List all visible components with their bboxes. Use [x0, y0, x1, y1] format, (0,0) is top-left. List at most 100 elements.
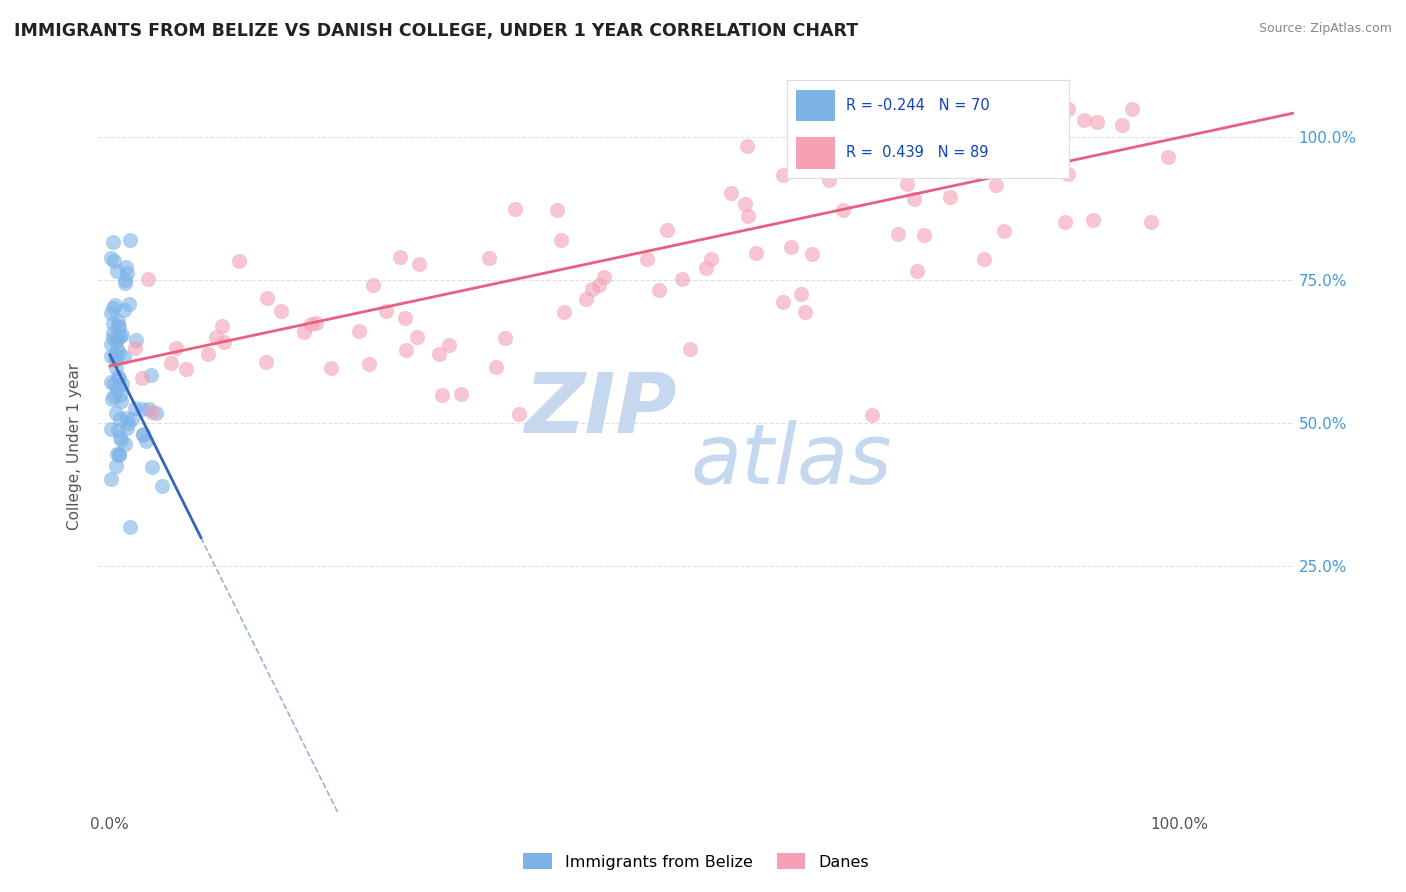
- Point: [408, 257, 430, 271]
- Point: [138, 402, 160, 417]
- Point: [120, 520, 142, 534]
- Point: [107, 313, 129, 327]
- Point: [903, 192, 925, 206]
- Point: [720, 186, 742, 201]
- Point: [108, 449, 131, 463]
- Point: [160, 356, 183, 370]
- Point: [389, 250, 412, 264]
- Point: [110, 430, 132, 444]
- Point: [993, 224, 1015, 238]
- Point: [141, 405, 163, 419]
- Point: [734, 197, 756, 211]
- Point: [1140, 215, 1163, 229]
- Point: [735, 138, 758, 153]
- Point: [494, 331, 516, 345]
- Point: [105, 343, 128, 357]
- Point: [212, 334, 235, 349]
- Point: [100, 251, 122, 265]
- Point: [831, 202, 853, 217]
- Point: [1085, 115, 1108, 129]
- Point: [108, 448, 131, 462]
- Point: [292, 325, 315, 339]
- Point: [115, 260, 138, 275]
- Point: [581, 282, 603, 296]
- Point: [150, 478, 173, 492]
- Point: [790, 286, 813, 301]
- Point: [100, 422, 122, 436]
- Point: [136, 272, 159, 286]
- Point: [124, 401, 146, 416]
- Point: [437, 338, 460, 352]
- Point: [593, 270, 616, 285]
- Point: [319, 361, 342, 376]
- Point: [818, 172, 841, 186]
- Point: [887, 227, 910, 242]
- Point: [111, 377, 134, 392]
- Point: [905, 264, 928, 278]
- Point: [110, 433, 132, 447]
- Point: [406, 330, 429, 344]
- Point: [772, 295, 794, 310]
- Point: [101, 235, 124, 250]
- Point: [270, 304, 292, 318]
- Point: [107, 345, 129, 359]
- Point: [105, 406, 128, 420]
- Bar: [796, 137, 835, 169]
- Point: [108, 329, 131, 343]
- Point: [115, 421, 138, 435]
- Point: [1057, 102, 1080, 116]
- Point: [818, 142, 841, 156]
- Point: [974, 144, 997, 158]
- Point: [131, 371, 153, 385]
- Text: IMMIGRANTS FROM BELIZE VS DANISH COLLEGE, UNDER 1 YEAR CORRELATION CHART: IMMIGRANTS FROM BELIZE VS DANISH COLLEGE…: [14, 22, 858, 40]
- Point: [896, 177, 918, 191]
- Text: Source: ZipAtlas.com: Source: ZipAtlas.com: [1258, 22, 1392, 36]
- Text: R = -0.244   N = 70: R = -0.244 N = 70: [846, 98, 990, 113]
- Point: [108, 388, 131, 402]
- Point: [107, 370, 129, 384]
- Point: [100, 349, 122, 363]
- Point: [508, 407, 530, 421]
- Point: [939, 189, 962, 203]
- Point: [101, 331, 124, 345]
- Point: [430, 388, 453, 402]
- Point: [104, 298, 127, 312]
- Point: [211, 318, 233, 333]
- Text: R =  0.439   N = 89: R = 0.439 N = 89: [846, 145, 988, 161]
- Point: [104, 334, 127, 348]
- Point: [860, 408, 883, 422]
- Point: [395, 343, 418, 358]
- Point: [779, 240, 801, 254]
- Point: [124, 341, 146, 355]
- Point: [117, 266, 139, 280]
- Point: [108, 412, 131, 426]
- Point: [394, 310, 416, 325]
- Point: [546, 203, 568, 218]
- Point: [101, 316, 124, 330]
- Point: [1156, 150, 1178, 164]
- Point: [100, 337, 122, 351]
- Point: [984, 143, 1007, 157]
- Point: [107, 370, 129, 384]
- Point: [105, 447, 128, 461]
- Point: [1005, 131, 1028, 145]
- Point: [357, 358, 380, 372]
- Point: [588, 278, 610, 293]
- Point: [1081, 213, 1104, 227]
- Point: [105, 361, 128, 376]
- Point: [1053, 215, 1076, 229]
- Point: [118, 296, 141, 310]
- Point: [105, 383, 128, 397]
- Point: [103, 301, 125, 316]
- Point: [305, 316, 328, 330]
- Point: [700, 252, 723, 266]
- Point: [105, 459, 128, 474]
- Point: [114, 273, 136, 287]
- Point: [112, 302, 135, 317]
- Point: [1056, 167, 1078, 181]
- Point: [103, 376, 125, 391]
- Point: [347, 324, 370, 338]
- Text: atlas: atlas: [690, 420, 893, 501]
- Point: [503, 202, 526, 216]
- Point: [679, 342, 702, 356]
